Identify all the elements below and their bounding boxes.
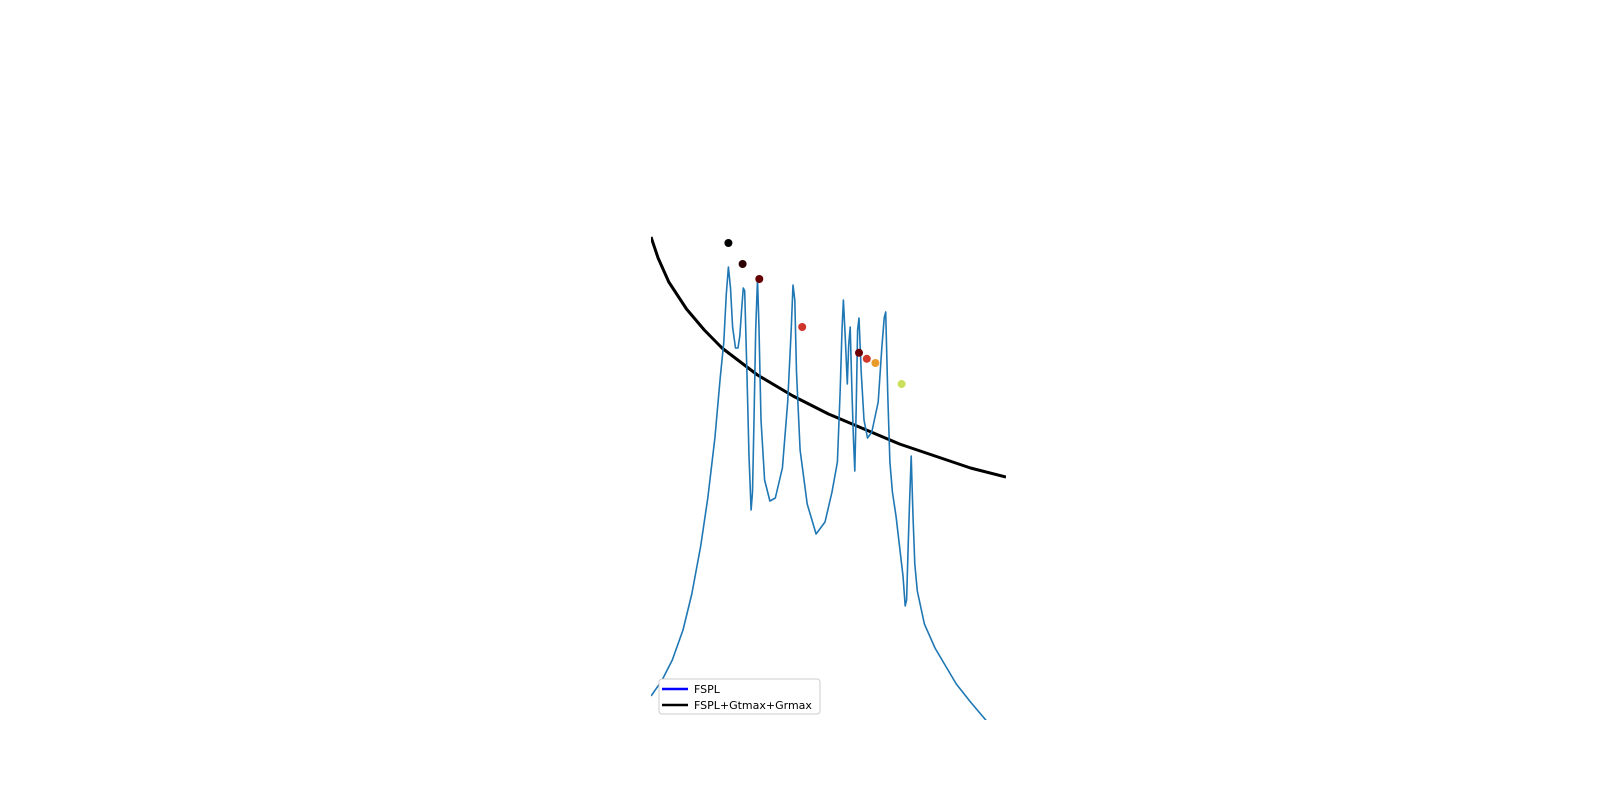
scatter-point-1 [724, 239, 733, 247]
scatter-point-8 [897, 380, 906, 388]
scatter-point-6 [862, 354, 871, 363]
legend-label-fspl-gtmax-grmax: FSPL+Gtmax+Grmax [694, 699, 812, 712]
legend: FSPL FSPL+Gtmax+Grmax [658, 678, 821, 715]
legend-label-fspl: FSPL [694, 683, 721, 696]
scatter-point-4 [798, 323, 807, 331]
scatter-point-5 [855, 348, 863, 357]
scatter-point-3 [755, 275, 764, 283]
legend-frame [658, 678, 821, 715]
scatter-point-7 [871, 359, 880, 367]
series-line-fspl-envelope [651, 236, 1006, 479]
scatter-point-2 [738, 260, 747, 268]
plot-area [651, 236, 1006, 720]
series-line-measured [651, 266, 987, 720]
